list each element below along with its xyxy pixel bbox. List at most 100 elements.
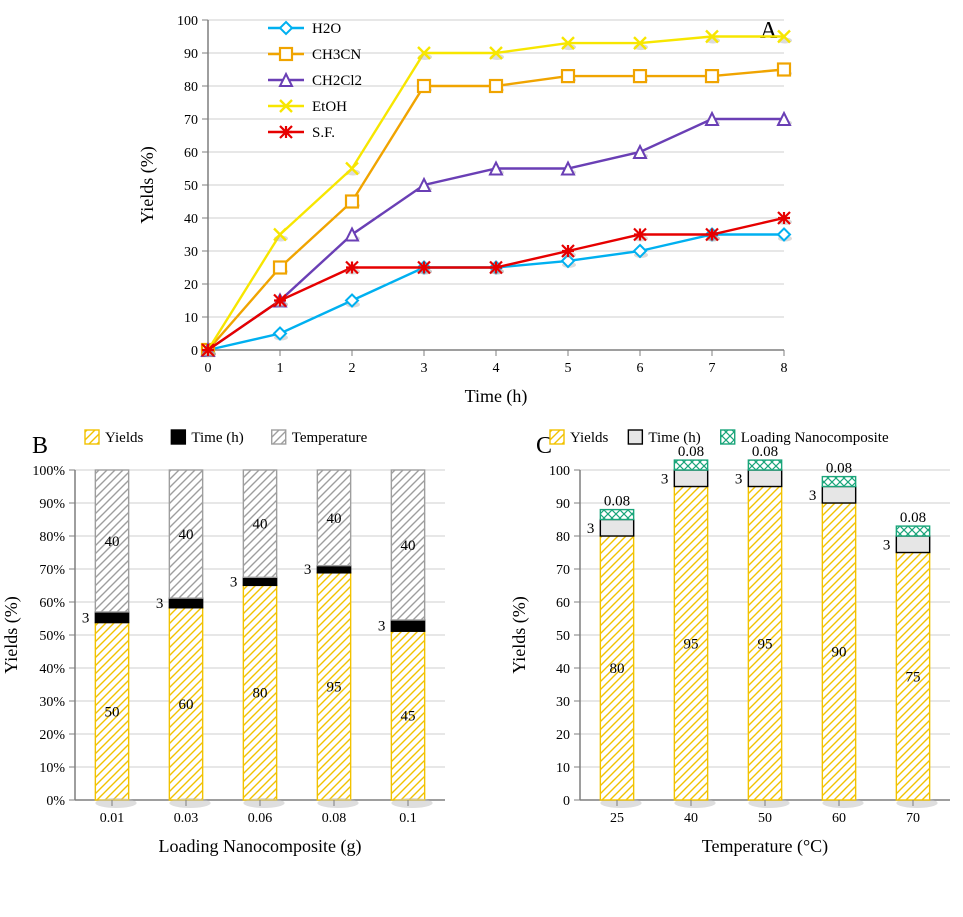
- svg-text:10%: 10%: [39, 761, 65, 776]
- svg-text:CH3CN: CH3CN: [312, 47, 361, 63]
- svg-text:0: 0: [563, 794, 570, 809]
- svg-text:75: 75: [906, 669, 921, 685]
- svg-text:90%: 90%: [39, 497, 65, 512]
- svg-text:0.08: 0.08: [900, 510, 926, 526]
- svg-text:40: 40: [401, 538, 416, 554]
- svg-text:40%: 40%: [39, 662, 65, 677]
- svg-text:3: 3: [230, 574, 238, 590]
- svg-text:3: 3: [809, 488, 817, 504]
- svg-text:70: 70: [556, 563, 570, 578]
- chart-b-stacked-bar: 0% 10% 20% 30% 40% 50% 60% 70% 80% 90% 100% Yields …: [0, 440, 495, 890]
- svg-text:H2O: H2O: [312, 21, 341, 37]
- svg-text:50: 50: [556, 629, 570, 644]
- svg-text:Yields (%): Yields (%): [509, 596, 530, 673]
- svg-text:5: 5: [565, 361, 572, 376]
- svg-text:60: 60: [556, 596, 570, 611]
- svg-text:10: 10: [184, 311, 198, 326]
- svg-text:95: 95: [758, 636, 773, 652]
- svg-text:30: 30: [556, 695, 570, 710]
- svg-text:Time (h): Time (h): [191, 430, 243, 446]
- svg-text:S.F.: S.F.: [312, 125, 335, 141]
- svg-text:3: 3: [82, 610, 90, 626]
- svg-text:CH2Cl2: CH2Cl2: [312, 73, 362, 89]
- svg-text:100%: 100%: [32, 464, 65, 479]
- svg-text:40: 40: [253, 517, 268, 533]
- svg-text:0.03: 0.03: [174, 811, 199, 826]
- svg-text:70%: 70%: [39, 563, 65, 578]
- svg-text:0%: 0%: [46, 794, 65, 809]
- svg-text:20: 20: [184, 278, 198, 293]
- svg-text:45: 45: [401, 709, 416, 725]
- svg-text:3: 3: [378, 619, 386, 635]
- svg-text:80: 80: [184, 80, 198, 95]
- svg-text:Temperature: Temperature: [292, 430, 368, 446]
- svg-text:90: 90: [184, 47, 198, 62]
- svg-text:50: 50: [758, 811, 772, 826]
- svg-text:50: 50: [105, 704, 120, 720]
- svg-text:60: 60: [184, 146, 198, 161]
- svg-text:40: 40: [179, 527, 194, 543]
- svg-text:40: 40: [327, 511, 342, 527]
- svg-text:0.08: 0.08: [826, 461, 852, 477]
- svg-text:Yields: Yields: [105, 430, 143, 446]
- svg-text:20: 20: [556, 728, 570, 743]
- svg-text:6: 6: [637, 361, 644, 376]
- svg-text:100: 100: [177, 14, 198, 29]
- svg-text:40: 40: [105, 534, 120, 550]
- svg-text:Yields: Yields: [570, 430, 608, 446]
- svg-text:90: 90: [832, 645, 847, 661]
- svg-text:7: 7: [709, 361, 716, 376]
- svg-text:70: 70: [906, 811, 920, 826]
- svg-text:Temperature (°C): Temperature (°C): [702, 836, 828, 857]
- svg-text:3: 3: [735, 471, 743, 487]
- svg-text:40: 40: [684, 811, 698, 826]
- svg-text:40: 40: [184, 212, 198, 227]
- svg-text:EtOH: EtOH: [312, 99, 347, 115]
- svg-text:0.08: 0.08: [322, 811, 347, 826]
- svg-text:30: 30: [184, 245, 198, 260]
- svg-text:0.08: 0.08: [752, 444, 778, 460]
- chart-c-stacked-bar: 0 10 20 30 40 50 60 70 80 90 100 Yields (%) Temperat…: [500, 440, 963, 890]
- svg-text:0.01: 0.01: [100, 811, 125, 826]
- svg-text:50%: 50%: [39, 629, 65, 644]
- svg-text:3: 3: [421, 361, 428, 376]
- svg-text:0.08: 0.08: [678, 444, 704, 460]
- svg-text:Loading Nanocomposite: Loading Nanocomposite: [741, 430, 889, 446]
- svg-text:Time (h): Time (h): [648, 430, 700, 446]
- svg-text:95: 95: [327, 679, 342, 695]
- svg-text:80: 80: [556, 530, 570, 545]
- svg-text:20%: 20%: [39, 728, 65, 743]
- svg-text:60: 60: [832, 811, 846, 826]
- svg-text:60: 60: [179, 697, 194, 713]
- svg-text:50: 50: [184, 179, 198, 194]
- svg-text:3: 3: [661, 471, 669, 487]
- svg-text:3: 3: [883, 537, 891, 553]
- svg-text:100: 100: [549, 464, 570, 479]
- svg-text:25: 25: [610, 811, 624, 826]
- svg-text:3: 3: [587, 521, 595, 537]
- svg-text:Time (h): Time (h): [465, 386, 528, 407]
- svg-text:3: 3: [156, 596, 164, 612]
- chart-a-line: 0 10 20 30 40 50 60 70 80 90 100 0 1 2 3 4 5 6 7 8 Yields (%…: [128, 0, 834, 440]
- svg-text:Yields (%): Yields (%): [1, 596, 22, 673]
- svg-text:8: 8: [781, 361, 788, 376]
- svg-text:0: 0: [205, 361, 212, 376]
- svg-text:Loading Nanocomposite (g): Loading Nanocomposite (g): [159, 836, 362, 857]
- svg-text:0.1: 0.1: [399, 811, 417, 826]
- svg-text:2: 2: [349, 361, 356, 376]
- svg-text:80: 80: [610, 661, 625, 677]
- svg-text:1: 1: [277, 361, 284, 376]
- svg-text:4: 4: [493, 361, 500, 376]
- svg-text:0.08: 0.08: [604, 494, 630, 510]
- svg-text:0.06: 0.06: [248, 811, 273, 826]
- svg-text:90: 90: [556, 497, 570, 512]
- svg-text:30%: 30%: [39, 695, 65, 710]
- svg-text:60%: 60%: [39, 596, 65, 611]
- svg-text:Yields (%): Yields (%): [137, 146, 158, 223]
- svg-text:0: 0: [191, 344, 198, 359]
- svg-text:80%: 80%: [39, 530, 65, 545]
- svg-text:80: 80: [253, 686, 268, 702]
- svg-text:10: 10: [556, 761, 570, 776]
- svg-text:3: 3: [304, 562, 312, 578]
- svg-text:70: 70: [184, 113, 198, 128]
